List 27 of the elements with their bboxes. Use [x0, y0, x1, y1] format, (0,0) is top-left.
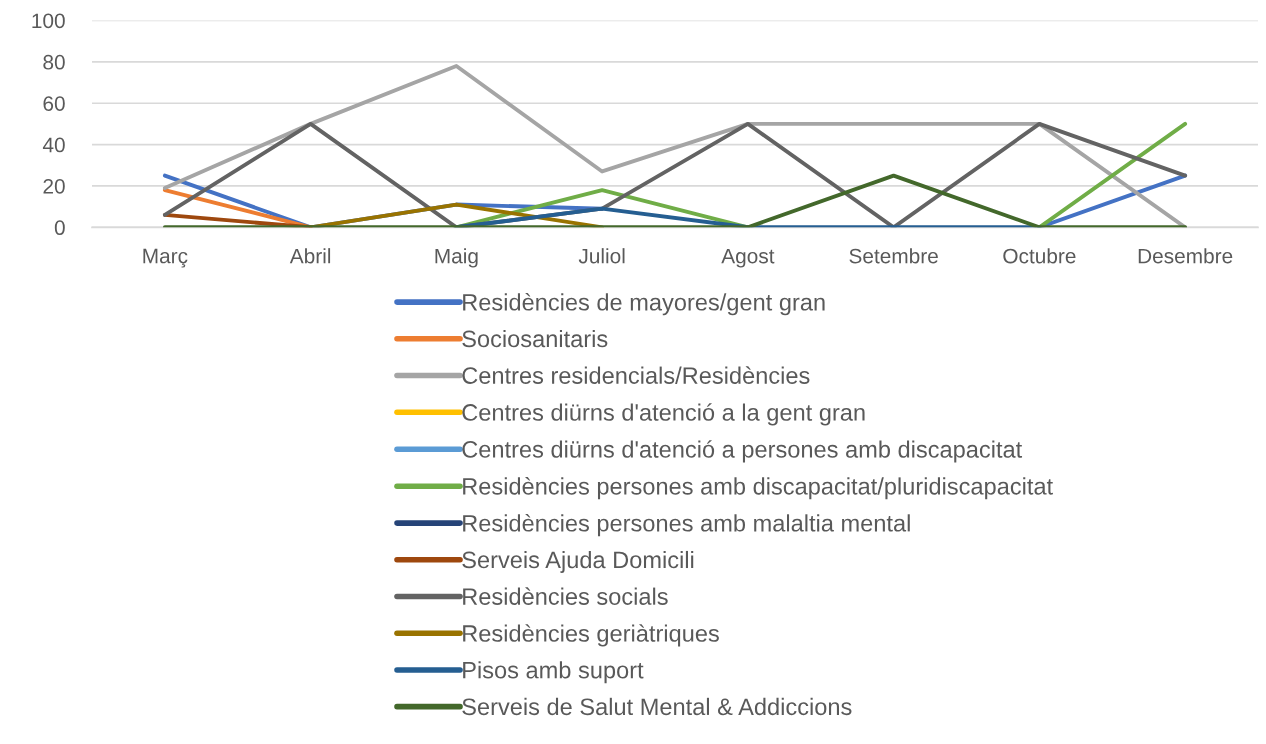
legend-label: Centres diürns d'atenció a la gent gran: [462, 403, 865, 426]
y-tick-label: 0: [54, 220, 65, 236]
legend-label: Residències persones amb discapacitat/pluridiscapacitat: [463, 477, 1053, 500]
x-tick-label: Març: [143, 248, 188, 268]
x-tick-label: Juliol: [578, 248, 625, 264]
legend-label: Serveis de Salut Mental & Addiccions: [462, 697, 852, 716]
x-tick-label: Maig: [435, 248, 478, 268]
legend-label: Serveis Ajuda Domicili: [462, 550, 694, 573]
legend-label: Sociosanitaris: [462, 329, 608, 348]
y-tick-label: 40: [42, 137, 65, 153]
x-tick-label: Desembre: [1138, 248, 1233, 264]
legend-label: Residències geriàtriques: [463, 624, 719, 647]
x-tick-label: Abril: [289, 248, 331, 264]
x-tick-label: Octubre: [1003, 248, 1076, 264]
line-series: [162, 64, 1188, 228]
legend-label: Residències socials: [463, 587, 668, 605]
y-tick-label: 20: [43, 178, 65, 194]
legend-label: Pisos amb suport: [463, 661, 644, 684]
x-tick-label: Setembre: [849, 248, 938, 264]
legend-label: Residències persones amb malaltia mental: [463, 514, 910, 537]
y-tick-label: 80: [43, 54, 65, 70]
legend-label: Residències de mayores/gent gran: [463, 293, 825, 316]
x-tick-label: Agost: [721, 248, 775, 268]
y-tick-label: 60: [43, 96, 65, 111]
y-tick-label: 100: [32, 13, 65, 29]
legend-label: Centres diürns d'atenció a persones amb discapacitat: [462, 440, 1023, 463]
legend-label: Centres residencials/Residències: [462, 366, 810, 384]
